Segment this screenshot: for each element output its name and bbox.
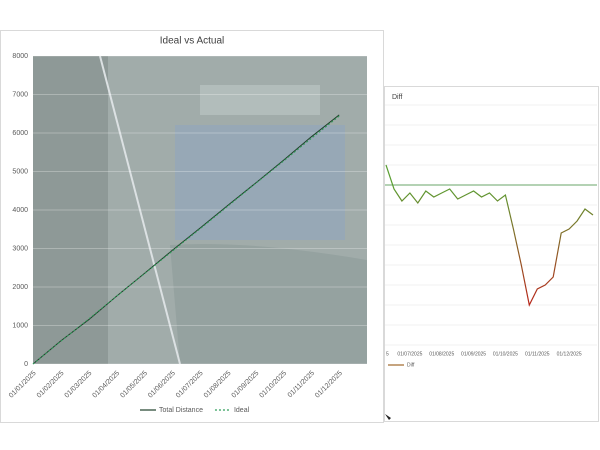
x-tick-label: 01/11/2025 xyxy=(525,351,550,357)
legend-label: Total Distance xyxy=(159,407,203,414)
series-line xyxy=(32,115,340,365)
map-buildings xyxy=(200,85,320,115)
chart-title: Ideal vs Actual xyxy=(160,36,224,47)
x-tick-label: 01/09/2025 xyxy=(461,351,486,357)
map-water xyxy=(175,125,345,240)
legend-label: Ideal xyxy=(234,407,250,414)
y-tick-label: 8000 xyxy=(12,53,28,60)
map-background xyxy=(33,55,367,365)
y-tick-label: 2000 xyxy=(12,284,28,291)
y-tick-label: 7000 xyxy=(12,91,28,98)
y-tick-label: 4000 xyxy=(12,207,28,214)
chart-title: Diff xyxy=(392,94,402,101)
cursor xyxy=(385,414,391,420)
y-tick-label: 0 xyxy=(24,361,28,368)
y-tick-label: 5000 xyxy=(12,168,28,175)
x-tick-label: 01/08/2025 xyxy=(429,351,454,357)
series-line xyxy=(385,164,594,307)
y-tick-label: 3000 xyxy=(12,245,28,252)
y-tick-label: 6000 xyxy=(12,130,28,137)
x-tick-label: 01/12/2025 xyxy=(557,351,582,357)
y-tick-label: 1000 xyxy=(12,322,28,329)
chart-frame xyxy=(384,86,599,422)
legend-label: Diff xyxy=(407,362,415,368)
x-tick-label: 01/07/2025 xyxy=(397,351,422,357)
map-rocks xyxy=(170,244,367,364)
x-tick-label: 01/10/2025 xyxy=(493,351,518,357)
x-tick-label: 5 xyxy=(386,351,389,357)
